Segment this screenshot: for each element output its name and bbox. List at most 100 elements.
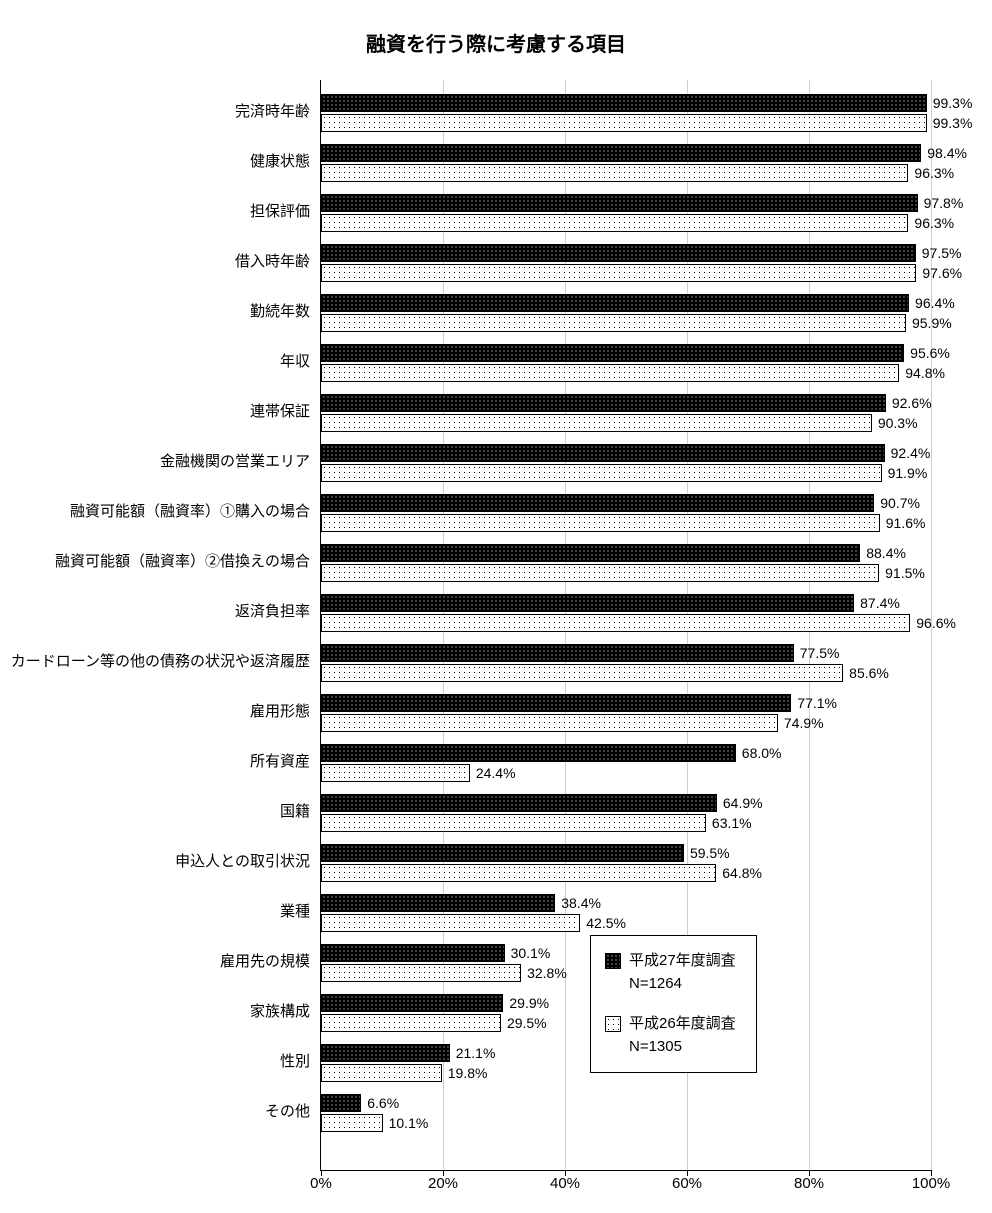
bar-h27 xyxy=(321,1044,450,1062)
category-label: 所有資産 xyxy=(250,754,310,771)
bar-h27 xyxy=(321,594,854,612)
value-label-h26: 94.8% xyxy=(905,366,945,380)
value-label-h27: 88.4% xyxy=(866,546,906,560)
category-label: 担保評価 xyxy=(250,204,310,221)
value-label-h26: 97.6% xyxy=(922,266,962,280)
x-tick-label: 20% xyxy=(428,1175,458,1192)
category-label: 金融機関の営業エリア xyxy=(160,454,310,471)
bar-h26 xyxy=(321,914,580,932)
value-label-h27: 97.5% xyxy=(922,246,962,260)
value-label-h26: 32.8% xyxy=(527,966,567,980)
value-label-h26: 91.9% xyxy=(888,466,928,480)
bar-h26 xyxy=(321,114,927,132)
value-label-h27: 95.6% xyxy=(910,346,950,360)
value-label-h26: 95.9% xyxy=(912,316,952,330)
value-label-h27: 68.0% xyxy=(742,746,782,760)
x-tick-label: 60% xyxy=(672,1175,702,1192)
value-label-h27: 99.3% xyxy=(933,96,973,110)
bar-h26 xyxy=(321,814,706,832)
category-label: 性別 xyxy=(280,1054,310,1071)
value-label-h27: 87.4% xyxy=(860,596,900,610)
value-label-h27: 92.4% xyxy=(891,446,931,460)
category-label: 雇用先の規模 xyxy=(220,954,310,971)
bar-h26 xyxy=(321,664,843,682)
legend-label-h26: 平成26年度調査 xyxy=(629,1015,736,1032)
bar-h26 xyxy=(321,1114,383,1132)
value-label-h26: 74.9% xyxy=(784,716,824,730)
legend-text-h27: 平成27年度調査 N=1264 xyxy=(629,950,736,995)
legend-row-h26: 平成26年度調査 N=1305 xyxy=(605,1013,736,1058)
bar-h26 xyxy=(321,514,880,532)
category-label: 融資可能額（融資率）①購入の場合 xyxy=(70,504,310,521)
bar-h26 xyxy=(321,364,899,382)
bar-h27 xyxy=(321,844,684,862)
value-label-h26: 96.6% xyxy=(916,616,956,630)
value-label-h26: 96.3% xyxy=(914,216,954,230)
bar-h27 xyxy=(321,294,909,312)
category-label: 健康状態 xyxy=(250,154,310,171)
category-label: カードローン等の他の債務の状況や返済履歴 xyxy=(11,654,310,671)
bar-h27 xyxy=(321,944,505,962)
x-tick-label: 80% xyxy=(794,1175,824,1192)
value-label-h27: 77.1% xyxy=(797,696,837,710)
bar-h26 xyxy=(321,464,882,482)
category-label: 国籍 xyxy=(280,804,310,821)
bar-h26 xyxy=(321,964,521,982)
bar-h27 xyxy=(321,194,918,212)
bar-h27 xyxy=(321,894,555,912)
legend-box: 平成27年度調査 N=1264 平成26年度調査 N=1305 xyxy=(590,935,757,1073)
value-label-h26: 42.5% xyxy=(586,916,626,930)
bar-h26 xyxy=(321,214,908,232)
category-label: 勤続年数 xyxy=(250,304,310,321)
value-label-h27: 92.6% xyxy=(892,396,932,410)
value-label-h27: 6.6% xyxy=(367,1096,399,1110)
value-label-h26: 96.3% xyxy=(914,166,954,180)
value-label-h27: 21.1% xyxy=(456,1046,496,1060)
bar-h27 xyxy=(321,344,904,362)
bar-h26 xyxy=(321,764,470,782)
bar-h27 xyxy=(321,494,874,512)
bar-h27 xyxy=(321,994,503,1012)
legend-sub-h27: N=1264 xyxy=(629,975,682,992)
bar-h26 xyxy=(321,864,716,882)
value-label-h27: 97.8% xyxy=(924,196,964,210)
value-label-h27: 77.5% xyxy=(800,646,840,660)
category-label: その他 xyxy=(265,1104,310,1121)
bar-h27 xyxy=(321,244,916,262)
x-tick-label: 100% xyxy=(912,1175,950,1192)
bar-h26 xyxy=(321,714,778,732)
bar-h27 xyxy=(321,94,927,112)
category-label: 家族構成 xyxy=(250,1004,310,1021)
value-label-h26: 91.5% xyxy=(885,566,925,580)
value-label-h26: 19.8% xyxy=(448,1066,488,1080)
bar-h27 xyxy=(321,694,791,712)
legend-label-h27: 平成27年度調査 xyxy=(629,952,736,969)
category-label: 年収 xyxy=(280,354,310,371)
value-label-h27: 29.9% xyxy=(509,996,549,1010)
legend-swatch-dark-icon xyxy=(605,953,621,969)
bar-h26 xyxy=(321,264,916,282)
bar-h27 xyxy=(321,394,886,412)
value-label-h27: 64.9% xyxy=(723,796,763,810)
legend-swatch-light-icon xyxy=(605,1016,621,1032)
value-label-h27: 90.7% xyxy=(880,496,920,510)
bar-h27 xyxy=(321,1094,361,1112)
value-label-h27: 98.4% xyxy=(927,146,967,160)
bar-h26 xyxy=(321,414,872,432)
chart-page: 融資を行う際に考慮する項目 0%20%40%60%80%100%99.3%99.… xyxy=(0,0,992,1213)
bar-h27 xyxy=(321,144,921,162)
bar-h27 xyxy=(321,644,794,662)
bar-h26 xyxy=(321,314,906,332)
bar-h26 xyxy=(321,1064,442,1082)
value-label-h26: 99.3% xyxy=(933,116,973,130)
value-label-h26: 29.5% xyxy=(507,1016,547,1030)
value-label-h27: 30.1% xyxy=(511,946,551,960)
value-label-h27: 59.5% xyxy=(690,846,730,860)
bar-h26 xyxy=(321,1014,501,1032)
value-label-h26: 85.6% xyxy=(849,666,889,680)
value-label-h26: 64.8% xyxy=(722,866,762,880)
bar-h26 xyxy=(321,164,908,182)
category-label: 返済負担率 xyxy=(235,604,310,621)
value-label-h26: 90.3% xyxy=(878,416,918,430)
value-label-h26: 10.1% xyxy=(389,1116,429,1130)
